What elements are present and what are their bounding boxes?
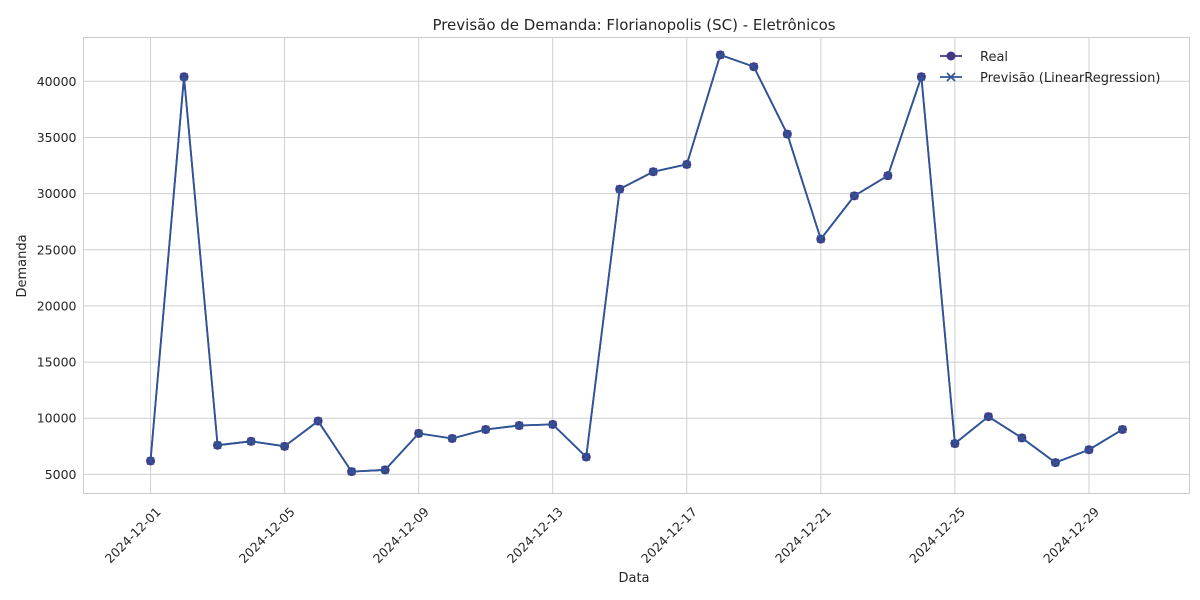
x-tick-label: 2024-12-13 — [504, 504, 566, 566]
data-point-forecast — [984, 412, 993, 421]
data-point-forecast — [682, 160, 691, 169]
legend-item-forecast: Previsão (LinearRegression) — [940, 71, 1160, 86]
data-point-forecast — [749, 62, 758, 71]
x-axis-label: Data — [618, 571, 649, 586]
data-point-forecast — [448, 434, 457, 443]
x-tick-label: 2024-12-09 — [370, 504, 432, 566]
data-point-forecast — [716, 50, 725, 59]
x-tick-label: 2024-12-25 — [906, 504, 968, 566]
data-point-forecast — [582, 452, 591, 462]
data-point-forecast — [1051, 458, 1060, 467]
ticks-layer: 5000 10000 15000 20000 25000 30000 35000 40000 2… — [37, 74, 1102, 566]
y-tick-label: 20000 — [37, 298, 77, 313]
y-tick-label: 15000 — [37, 355, 77, 370]
x-tick-label: 2024-12-17 — [638, 504, 700, 566]
data-point-forecast — [950, 439, 959, 448]
y-axis-label: Demanda — [15, 234, 30, 297]
legend-marker-real — [946, 51, 956, 61]
y-tick-label: 10000 — [37, 411, 77, 426]
data-point-forecast — [314, 416, 323, 426]
data-point-forecast — [481, 425, 490, 434]
data-point-forecast — [381, 465, 390, 474]
data-point-forecast — [548, 420, 557, 429]
data-point-forecast — [247, 437, 256, 446]
x-tick-label: 2024-12-05 — [236, 504, 298, 566]
legend-item-real: Real — [940, 50, 1008, 65]
data-point-forecast — [816, 235, 825, 244]
data-point-forecast — [146, 456, 155, 465]
data-point-forecast — [917, 72, 926, 81]
series-layer — [146, 50, 1127, 477]
legend-marker-forecast — [946, 72, 956, 82]
grid — [83, 37, 1190, 494]
series-line-1 — [149, 53, 1123, 473]
series-line-0 — [149, 53, 1123, 473]
legend-label-forecast: Previsão (LinearRegression) — [980, 71, 1160, 86]
data-point-forecast — [1017, 433, 1026, 442]
data-point-forecast — [1118, 425, 1127, 434]
data-point-forecast — [179, 72, 189, 81]
chart-title: Previsão de Demanda: Florianopolis (SC) … — [432, 16, 835, 34]
data-point-forecast — [649, 167, 658, 176]
data-point-forecast — [850, 191, 859, 200]
x-tick-label: 2024-12-01 — [102, 504, 164, 566]
y-tick-label: 5000 — [45, 467, 77, 482]
legend-label-real: Real — [980, 50, 1008, 65]
legend: Real Previsão (LinearRegression) — [940, 50, 1160, 86]
y-tick-label: 25000 — [37, 242, 77, 257]
x-tick-label: 2024-12-29 — [1040, 504, 1102, 566]
data-point-forecast — [883, 171, 892, 180]
data-point-forecast — [515, 421, 524, 430]
plot-area-frame — [83, 37, 1190, 494]
x-tick-label: 2024-12-21 — [772, 504, 834, 566]
y-tick-label: 30000 — [37, 186, 77, 201]
y-tick-label: 35000 — [37, 130, 77, 145]
data-point-forecast — [280, 442, 289, 451]
data-point-forecast — [414, 429, 423, 438]
data-point-forecast — [615, 185, 624, 194]
data-point-forecast — [783, 130, 792, 139]
data-point-forecast — [347, 467, 356, 476]
y-tick-label: 40000 — [37, 74, 77, 89]
data-point-forecast — [1084, 445, 1094, 454]
data-point-forecast — [213, 441, 222, 450]
